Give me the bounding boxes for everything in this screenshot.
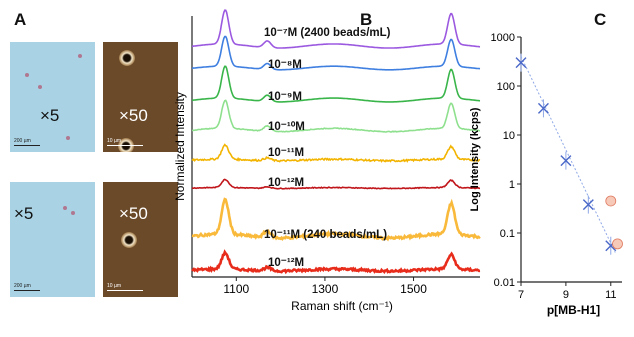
particle (38, 85, 42, 89)
scale-bar-label: 200 µm (14, 283, 31, 289)
spectrum-line (191, 143, 481, 163)
micrograph-image: ×5 200 µm (10, 182, 95, 297)
x-tick-label: 1300 (312, 282, 339, 296)
panel-label-c: C (594, 10, 607, 29)
spectrum-label: 10⁻¹¹M (268, 147, 304, 159)
c-y-tick-label: 0.1 (500, 228, 515, 240)
particle (78, 54, 82, 58)
c-x-tick-label: 7 (518, 289, 524, 301)
magnification-label: ×50 (119, 106, 148, 125)
scale-bar-label: 10 µm (107, 283, 121, 289)
spectrum-label: 10⁻⁷M (2400 beads/mL) (264, 27, 391, 39)
spectrum-line (191, 9, 481, 49)
x-tick-label: 1100 (223, 282, 249, 296)
spectrum-line (191, 35, 481, 71)
particle (119, 50, 135, 66)
spectrum-label: 10⁻⁹M (268, 91, 302, 103)
c-y-tick-label: 10 (503, 130, 515, 142)
particle (63, 206, 67, 210)
c-x-axis-label: p[MB-H1] (547, 303, 600, 317)
spectrum-line (191, 65, 481, 103)
spectrum-line (191, 249, 481, 275)
c-y-tick-label: 1000 (491, 32, 515, 44)
data-point (515, 57, 527, 69)
spectrum-line (191, 178, 480, 190)
y-axis-label: Normalized Intensity (173, 92, 187, 201)
scale-bar: 200 µm (14, 138, 40, 146)
spectrum-label: 10⁻¹²M (268, 177, 304, 189)
scale-bar-label: 10 µm (107, 138, 121, 144)
scale-bar: 10 µm (107, 283, 143, 291)
particle (121, 232, 137, 248)
data-point (560, 155, 572, 167)
spectrum-label: 10⁻¹¹M (240 beads/mL) (264, 229, 387, 241)
data-point (582, 199, 594, 211)
scale-bar: 10 µm (107, 138, 143, 146)
outlier-point (605, 195, 617, 207)
c-y-tick-label: 100 (497, 81, 515, 93)
fit-line (520, 56, 616, 253)
spectrum-label: 10⁻⁸M (268, 59, 302, 71)
micrograph-image: ×50 10 µm (103, 42, 178, 152)
particle (25, 73, 29, 77)
magnification-label: ×50 (119, 204, 148, 223)
c-y-tick-label: 0.01 (494, 277, 515, 289)
x-tick-label: 1500 (400, 282, 427, 296)
particle (66, 136, 70, 140)
micrograph-image: ×50 10 µm (103, 182, 178, 297)
data-point (537, 102, 549, 114)
panel-label-b: B (360, 10, 373, 29)
spectrum-line (191, 99, 481, 133)
magnification-label: ×5 (40, 106, 60, 125)
c-y-axis-label: Log Intensity (kcps) (469, 107, 481, 211)
x-axis-label: Raman shift (cm⁻¹) (291, 299, 393, 313)
spectrum-label: 10⁻¹²M (268, 257, 304, 269)
c-y-tick-label: 1 (509, 179, 515, 191)
c-x-tick-label: 9 (563, 289, 569, 301)
scale-bar-label: 200 µm (14, 138, 31, 144)
outlier-point (612, 238, 623, 250)
scale-bar: 200 µm (14, 283, 40, 291)
spectrum-label: 10⁻¹⁰M (268, 120, 305, 133)
spectrum-line (191, 197, 481, 242)
micrograph-image: ×5 200 µm (10, 42, 95, 152)
panel-label-a: A (14, 10, 27, 29)
particle (71, 211, 75, 215)
c-x-tick-label: 11 (605, 289, 616, 301)
magnification-label: ×5 (14, 204, 34, 223)
